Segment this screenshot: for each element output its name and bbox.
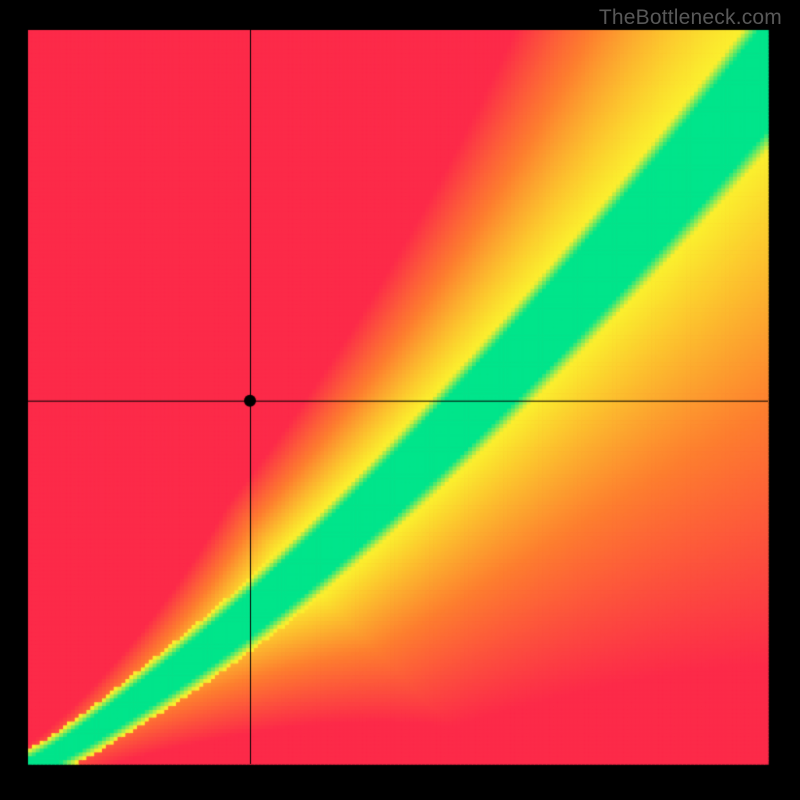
bottleneck-heatmap [0,0,800,800]
watermark-text: TheBottleneck.com [599,6,782,30]
chart-container: TheBottleneck.com [0,0,800,800]
